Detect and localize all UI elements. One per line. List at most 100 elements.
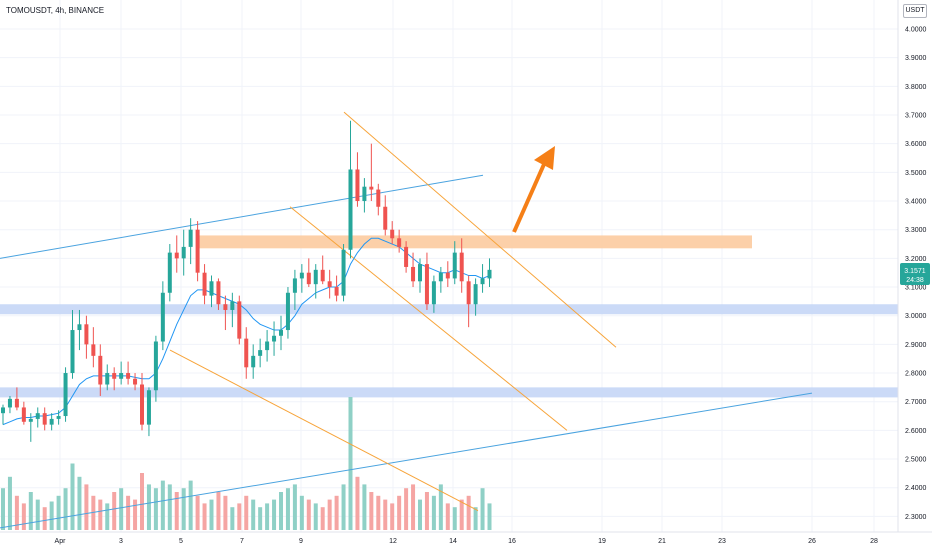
price-tick-label: 3.4000: [905, 199, 927, 206]
candle: [445, 261, 450, 288]
candlesticks: [1, 120, 492, 442]
volume-bar: [272, 499, 277, 530]
candle: [299, 264, 304, 293]
arrow-shaft: [512, 161, 547, 233]
volume-bar: [355, 476, 360, 530]
candle-body: [334, 287, 339, 296]
moving-average-line: [2, 237, 490, 426]
volume-bar: [14, 495, 19, 530]
candle-body: [411, 266, 416, 282]
candle-body: [466, 281, 471, 305]
volume-bar: [383, 499, 388, 530]
volume-bar: [459, 499, 464, 530]
candle: [306, 258, 311, 288]
time-tick-label: 3: [119, 538, 123, 545]
candle-body: [306, 272, 311, 285]
candle: [459, 238, 464, 293]
candle: [7, 395, 12, 414]
candle: [258, 338, 263, 368]
time-tick-label: Apr: [55, 538, 67, 545]
price-tick-label: 3.9000: [905, 55, 927, 62]
candle: [133, 373, 138, 391]
time-tick-label: 12: [389, 538, 397, 545]
candle-body: [84, 324, 89, 345]
volume-bar: [473, 507, 478, 530]
volume-bars: [1, 397, 492, 530]
candle-body: [251, 355, 256, 368]
volume-bar: [56, 495, 61, 530]
candle: [251, 344, 256, 379]
candle: [42, 407, 47, 431]
candle-body: [418, 264, 422, 282]
resistance-zone: [196, 235, 752, 249]
time-tick-label: 5: [179, 538, 183, 545]
price-tick-label: 3.0000: [905, 313, 927, 320]
candle-body: [160, 292, 165, 342]
candle: [14, 387, 19, 411]
candle-body: [1, 407, 5, 414]
time-tick-label: 9: [299, 538, 303, 545]
time-axis[interactable]: Apr 3 5 7 9 12 14 16 19 21 23 26 28: [55, 538, 878, 545]
price-tick-label: 2.4000: [905, 485, 927, 492]
candle-body: [299, 272, 304, 279]
candle-body: [167, 252, 172, 293]
price-axis[interactable]: 4.0000 3.9000 3.8000 3.7000 3.6000 3.5000 3.40…: [905, 27, 927, 521]
volume-bar: [112, 492, 117, 530]
candle: [348, 120, 353, 259]
volume-bar: [299, 495, 304, 530]
candle-body: [452, 252, 457, 279]
candle-body: [272, 335, 277, 342]
price-tick-label: 3.2000: [905, 256, 927, 263]
candle-body: [91, 344, 96, 356]
lower-orange-line: [169, 349, 479, 512]
candle: [160, 281, 165, 351]
candle: [181, 229, 186, 276]
candle-body: [133, 378, 138, 385]
volume-bar: [397, 495, 402, 530]
candle-body: [341, 249, 346, 296]
price-tick-label: 4.0000: [905, 27, 927, 34]
volume-bar: [174, 492, 179, 530]
volume-bar: [28, 492, 33, 530]
price-tick-label: 3.6000: [905, 141, 927, 148]
candle-body: [355, 169, 360, 202]
candle-body: [320, 269, 325, 282]
volume-bar: [327, 499, 332, 530]
candle: [473, 278, 478, 316]
candle: [292, 269, 297, 310]
price-tick-label: 2.3000: [905, 514, 927, 521]
volume-bar: [348, 397, 353, 530]
candle-body: [424, 264, 429, 305]
time-tick-label: 26: [808, 538, 816, 545]
candle-body: [146, 390, 151, 425]
candle: [167, 244, 172, 302]
time-tick-label: 19: [598, 538, 606, 545]
currency-unit-button[interactable]: USDT: [903, 4, 927, 18]
candle-body: [473, 284, 478, 305]
volume-bar: [188, 480, 193, 530]
candle: [202, 264, 207, 305]
volume-bar: [195, 495, 200, 530]
candle: [126, 361, 131, 385]
volume-bar: [7, 476, 12, 530]
volume-bar: [411, 484, 416, 530]
candle: [383, 195, 388, 236]
chart-grid: [0, 0, 898, 532]
candle-body: [369, 186, 374, 190]
candle: [35, 407, 40, 428]
candle-body: [480, 278, 485, 285]
candle: [404, 241, 409, 273]
candle-body: [21, 407, 26, 422]
candle: [313, 264, 318, 299]
volume-bar: [146, 484, 151, 530]
volume-bar: [35, 499, 40, 530]
candle-body: [42, 413, 47, 425]
candle: [237, 295, 242, 345]
volume-bar: [237, 503, 242, 530]
volume-bar: [251, 499, 256, 530]
candle: [334, 275, 339, 302]
price-tick-label: 3.1000: [905, 285, 927, 292]
volume-bar: [181, 488, 186, 530]
volume-bar: [167, 484, 172, 530]
